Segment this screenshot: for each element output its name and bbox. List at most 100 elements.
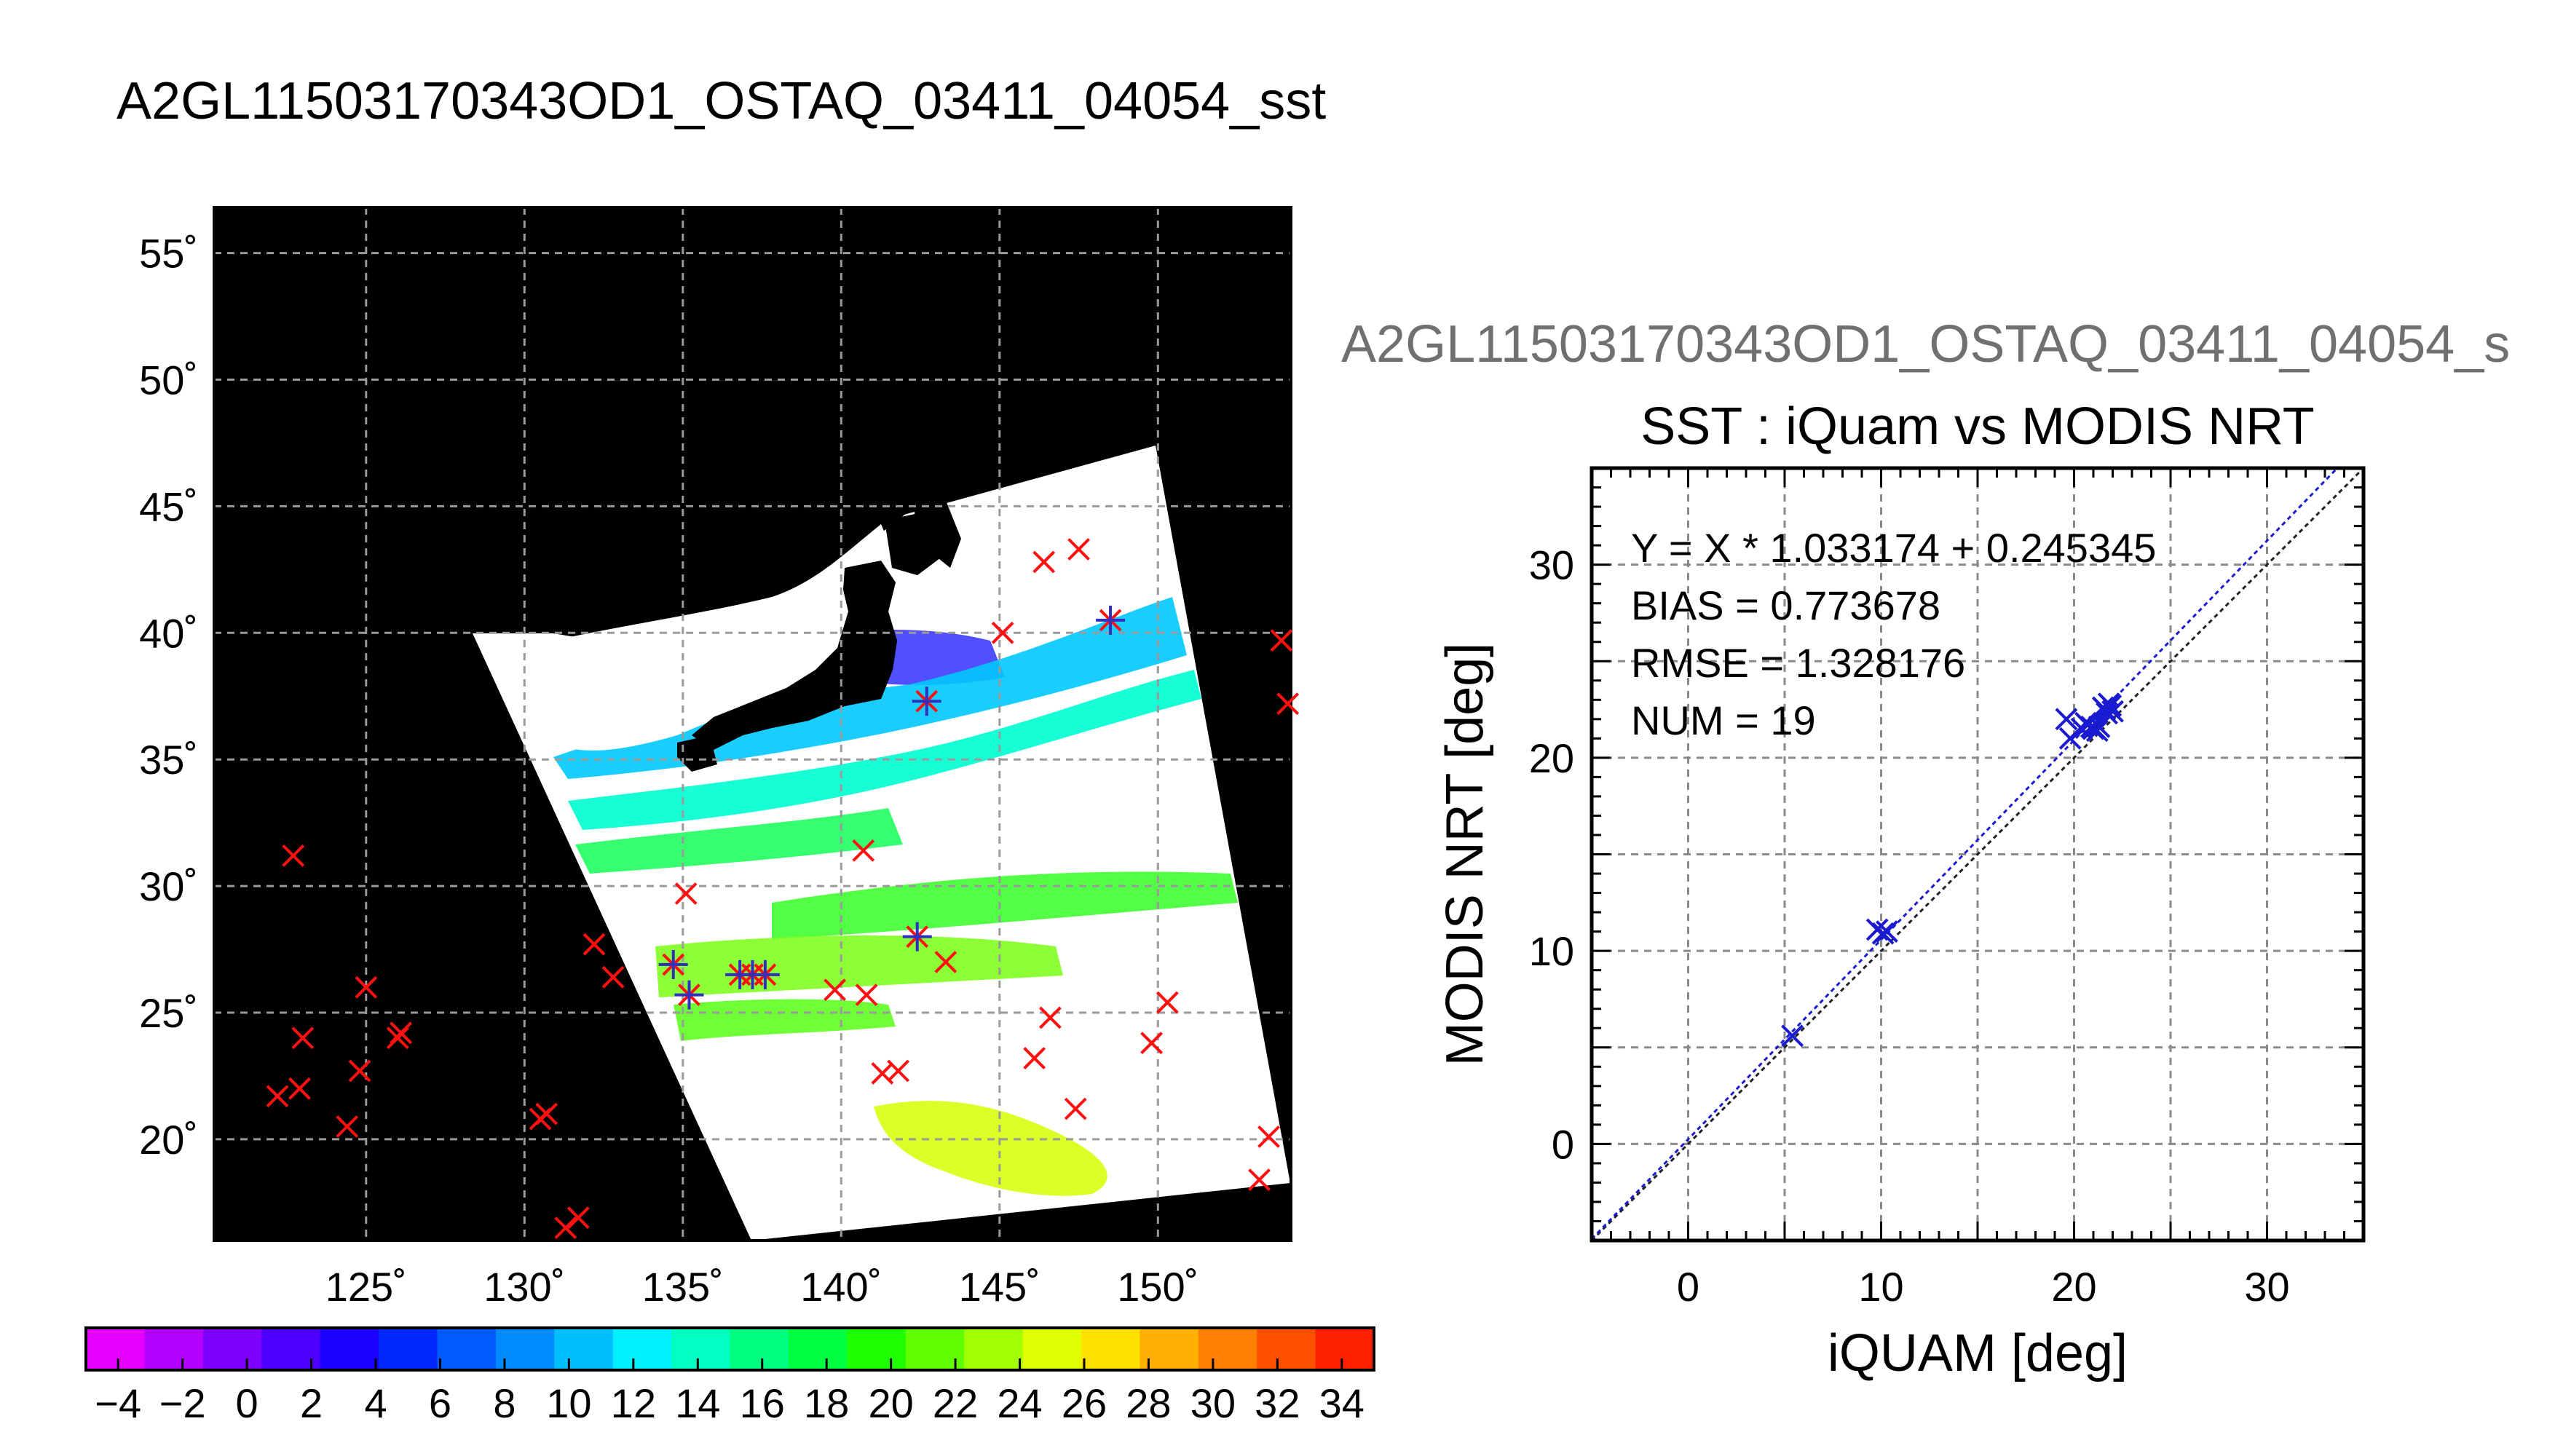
- scatter-point: [1876, 920, 1898, 943]
- matchup-marker-red: [1067, 538, 1090, 561]
- colorbar-swatch: [86, 1328, 146, 1370]
- one-to-one-line: [1592, 468, 2364, 1241]
- map-lon-tick-label: 130˚: [483, 1264, 565, 1310]
- matchup-marker-red: [674, 882, 698, 905]
- matchup-marker-red: [824, 978, 847, 1002]
- matchup-marker-red: [535, 1102, 558, 1125]
- colorbar-tick-label: 18: [804, 1380, 849, 1426]
- scatter-x-tick-label: 30: [2244, 1264, 2289, 1310]
- colorbar-swatch: [202, 1328, 263, 1370]
- colorbar-tick-label: 30: [1190, 1380, 1236, 1426]
- map-lat-tick-label: 50˚: [139, 357, 198, 403]
- colorbar-tick-label: −2: [159, 1380, 206, 1426]
- sst-band-d: [575, 808, 903, 874]
- scatter-y-tick-label: 20: [1529, 735, 1574, 781]
- map-lon-tick-label: 150˚: [1117, 1264, 1198, 1310]
- scatter-frame: [1590, 466, 2366, 1243]
- colorbar-swatch: [671, 1328, 731, 1370]
- matchup-marker-red: [1140, 1032, 1164, 1055]
- scatter-y-tick-label: 10: [1529, 928, 1574, 974]
- matchup-marker-red: [266, 1085, 289, 1108]
- matchup-marker-red: [288, 1077, 311, 1100]
- colorbar-tick-label: 6: [429, 1380, 451, 1426]
- scatter-point: [2055, 708, 2078, 731]
- fit-stats-line: BIAS = 0.773678: [1631, 582, 1940, 628]
- colorbar-tick-label: 10: [546, 1380, 591, 1426]
- scatter-x-axis-label: iQUAM [deg]: [1828, 1324, 2128, 1382]
- matchup-marker-red: [1038, 1006, 1062, 1029]
- fit-stats-line: RMSE = 1.328176: [1631, 640, 1965, 686]
- sea-of-japan: [553, 524, 903, 751]
- matchup-marker-red: [291, 1026, 315, 1050]
- colorbar-tick-label: 14: [675, 1380, 720, 1426]
- colorbar-swatch: [1081, 1328, 1141, 1370]
- colorbar-tick-label: 16: [740, 1380, 785, 1426]
- matchup-marker-red: [336, 1115, 359, 1138]
- fit-stats-line: Y = X * 1.033174 + 0.245345: [1631, 525, 2156, 571]
- scatter-point: [2074, 711, 2097, 735]
- colorbar-swatch: [964, 1328, 1024, 1370]
- matchup-marker-red: [554, 1216, 577, 1240]
- matchup-marker-red: [991, 621, 1014, 644]
- scatter-point: [2085, 719, 2109, 743]
- matchup-marker-red: [934, 951, 957, 973]
- colorbar-swatch: [1022, 1328, 1082, 1370]
- colorbar-swatch: [1198, 1328, 1258, 1370]
- matchup-marker-red: [1032, 550, 1056, 574]
- land-hokkaido-top: [885, 510, 947, 575]
- colorbar-tick-label: 32: [1255, 1380, 1300, 1426]
- sst-band-g: [674, 999, 896, 1041]
- colorbar-swatch: [1315, 1328, 1375, 1370]
- colorbar-tick-label: 22: [933, 1380, 978, 1426]
- colorbar-swatch: [437, 1328, 497, 1370]
- matchup-marker-red: [282, 844, 305, 867]
- scatter-y-axis-label: MODIS NRT [deg]: [1436, 643, 1494, 1067]
- colorbar-tick-label: 34: [1319, 1380, 1365, 1426]
- matchup-marker-red: [852, 839, 875, 862]
- matchup-marker-red: [390, 1021, 413, 1045]
- land-asia-mainland: [214, 207, 1291, 655]
- colorbar-swatch: [612, 1328, 673, 1370]
- matchup-marker-red: [1276, 692, 1300, 716]
- sst-band-h: [874, 1101, 1107, 1196]
- colorbar-tick-label: −4: [95, 1380, 141, 1426]
- colorbar-swatch: [730, 1328, 789, 1370]
- map-frame: [213, 206, 1292, 1242]
- matchup-marker-red: [855, 984, 878, 1007]
- map-lon-tick-label: 140˚: [800, 1264, 882, 1310]
- colorbar-swatch: [554, 1328, 614, 1370]
- matchup-marker-red: [583, 933, 606, 956]
- map-lat-tick-label: 25˚: [139, 990, 198, 1036]
- matchup-marker-red: [348, 1059, 371, 1083]
- map-lat-tick-label: 55˚: [139, 231, 198, 277]
- matchup-marker-red: [1270, 629, 1293, 652]
- regression-fit-line: [1592, 468, 2339, 1240]
- matchup-marker-red: [1257, 1125, 1280, 1148]
- map-lon-tick-label: 135˚: [642, 1264, 724, 1310]
- map-lon-tick-label: 125˚: [325, 1264, 407, 1310]
- colorbar-swatch: [495, 1328, 556, 1370]
- matchup-marker-red: [887, 1059, 910, 1083]
- fit-stats-line: NUM = 19: [1631, 697, 1816, 743]
- matchup-marker-red: [1156, 991, 1179, 1014]
- colorbar-frame: [84, 1326, 1375, 1372]
- matchup-marker-red: [1248, 1168, 1271, 1191]
- sst-band-c: [568, 670, 1201, 830]
- sst-band-e: [772, 871, 1238, 939]
- map-lat-tick-label: 20˚: [139, 1117, 198, 1163]
- matchup-marker-red: [355, 976, 378, 999]
- map-lon-tick-label: 145˚: [959, 1264, 1040, 1310]
- map-lat-tick-label: 35˚: [139, 737, 198, 783]
- colorbar-tick-label: 0: [236, 1380, 258, 1426]
- scatter-title: SST : iQuam vs MODIS NRT: [1640, 397, 2315, 456]
- colorbar-tick-label: 20: [868, 1380, 913, 1426]
- map-lat-tick-label: 45˚: [139, 483, 198, 529]
- map-lat-tick-label: 40˚: [139, 610, 198, 656]
- scatter-file-title: A2GL11503170343OD1_OSTAQ_03411_04054_s: [1341, 315, 2511, 373]
- scatter-x-tick-label: 10: [1858, 1264, 1903, 1310]
- colorbar-swatch: [788, 1328, 848, 1370]
- colorbar-tick-label: 26: [1062, 1380, 1107, 1426]
- colorbar-tick-label: 2: [300, 1380, 323, 1426]
